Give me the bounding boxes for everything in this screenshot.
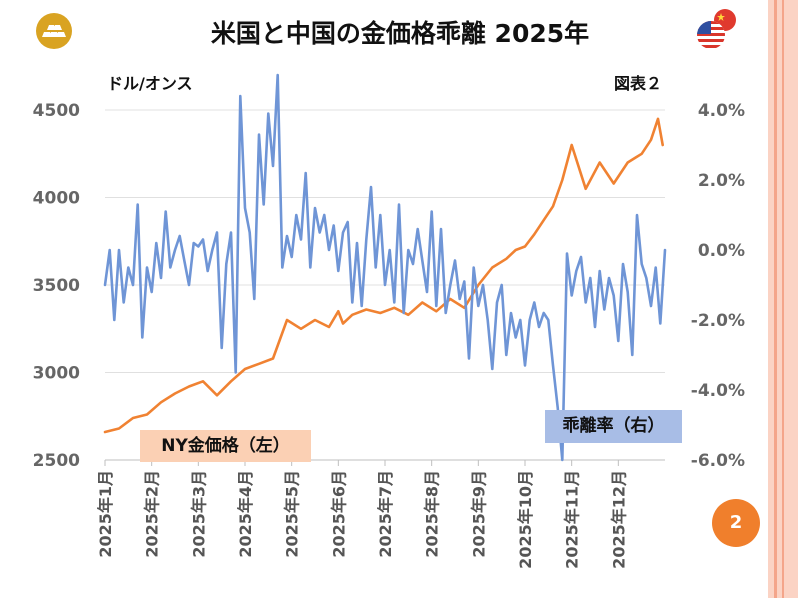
x-tick-label: 2025年7月 <box>376 470 395 558</box>
y-right-tick-label: -6.0% <box>691 451 745 471</box>
series-line-ny-gold <box>103 117 665 434</box>
series-line-divergence-rate <box>103 73 667 462</box>
x-tick-label: 2025年12月 <box>609 470 628 569</box>
y-left-tick-label: 2500 <box>33 451 80 471</box>
x-tick-label: 2025年4月 <box>236 470 255 558</box>
page-number-badge: 2 <box>712 499 760 547</box>
frame-stripe <box>774 0 777 598</box>
y-right-tick-label: -2.0% <box>691 311 745 331</box>
us-china-flags-icon <box>693 8 741 50</box>
x-tick-label: 2025年6月 <box>329 470 348 558</box>
y-left-tick-label: 4500 <box>33 101 80 121</box>
y-left-tick-label: 3000 <box>33 364 80 384</box>
y-left-tick-label: 3500 <box>33 276 80 296</box>
gold-bars-icon <box>36 13 72 49</box>
y-left-tick-label: 4000 <box>33 189 80 209</box>
y-right-tick-label: 0.0% <box>698 241 745 261</box>
left-axis-unit: ドル/オンス <box>107 74 193 93</box>
legend-divergence-rate: 乖離率（右） <box>545 410 682 443</box>
x-tick-label: 2025年8月 <box>423 470 442 558</box>
y-right-tick-label: 2.0% <box>698 171 745 191</box>
x-tick-label: 2025年5月 <box>283 470 302 558</box>
x-tick-label: 2025年11月 <box>563 470 582 569</box>
x-tick-label: 2025年3月 <box>189 470 208 558</box>
figure-label: 図表２ <box>614 74 663 93</box>
x-tick-label: 2025年10月 <box>516 470 535 569</box>
frame-stripe <box>782 0 784 598</box>
page-title: 米国と中国の金価格乖離 2025年 <box>210 19 590 48</box>
x-tick-label: 2025年1月 <box>96 470 115 558</box>
x-tick-label: 2025年9月 <box>469 470 488 558</box>
y-right-tick-label: -4.0% <box>691 381 745 401</box>
legend-ny-gold: NY金価格（左） <box>140 430 311 462</box>
x-tick-label: 2025年2月 <box>143 470 162 558</box>
y-right-tick-label: 4.0% <box>698 101 745 121</box>
